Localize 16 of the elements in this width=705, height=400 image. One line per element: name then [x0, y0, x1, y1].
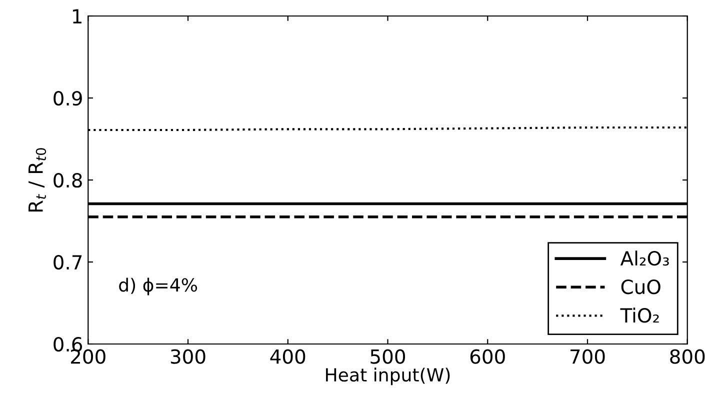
x-tick-label: 300: [170, 349, 206, 364]
legend-label: TiO₂: [620, 308, 659, 323]
y-axis-title: R$_{t}$ / R$_{t0}$: [28, 148, 46, 212]
annotation: d) ϕ=4%: [119, 278, 198, 296]
x-tick-label: 700: [570, 349, 605, 364]
x-tick-label: 800: [670, 349, 705, 364]
legend-label: CuO: [621, 279, 660, 294]
x-tick-label: 400: [270, 349, 306, 364]
legend-label: Al₂O₃: [620, 250, 669, 266]
x-axis-title: Heat input(W): [326, 368, 450, 386]
y-tick-label: 0.9: [54, 90, 82, 106]
y-tick-label: 1: [73, 9, 82, 24]
y-tick-label: 0.7: [54, 254, 82, 270]
x-tick-label: 500: [370, 349, 406, 364]
y-tick-label: 0.8: [54, 172, 82, 188]
x-tick-label: 600: [470, 349, 505, 364]
